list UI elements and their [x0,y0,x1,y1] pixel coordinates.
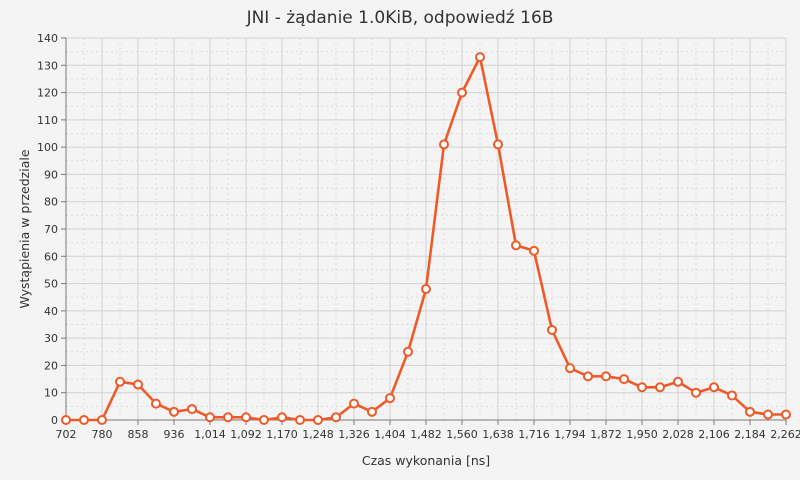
x-tick-label: 1,872 [590,428,622,441]
y-tick-label: 100 [37,141,58,154]
data-point [655,382,665,393]
data-point [313,415,323,425]
x-tick-label: 1,170 [266,428,298,441]
data-point [475,52,485,63]
data-point [529,245,539,256]
x-tick-label: 1,716 [518,428,550,441]
x-tick-label: 2,028 [662,428,694,441]
x-tick-label: 1,950 [626,428,658,441]
data-point [511,240,521,251]
y-tick-label: 60 [44,250,58,263]
x-tick-label: 1,404 [374,428,406,441]
x-tick-label: 702 [56,428,77,441]
data-point [385,393,395,404]
data-point [565,363,575,374]
y-tick-label: 20 [44,359,58,372]
data-point [223,412,233,423]
data-point [259,415,269,425]
data-point [601,371,611,382]
data-point [187,404,197,415]
y-tick-label: 30 [44,332,58,345]
x-tick-label: 1,092 [230,428,262,441]
data-point [169,406,179,417]
y-tick-label: 130 [37,59,58,72]
data-point [547,324,557,335]
x-tick-label: 780 [92,428,113,441]
grid [65,37,787,421]
data-point [583,371,593,382]
y-axis-title: Wystąpienia w przedziale [17,149,32,308]
y-tick-label: 90 [44,168,58,181]
data-point [691,387,701,398]
data-point [637,382,647,393]
x-tick-label: 1,248 [302,428,334,441]
y-tick-label: 110 [37,114,58,127]
axes: 702 780 858 936 1,014 1,092 1,170 1,248 1,326 1,4… [37,32,800,441]
data-point [367,406,377,417]
data-point [241,412,251,423]
y-tick-label: 50 [44,278,58,291]
x-axis-title: Czas wykonania [ns] [362,453,490,468]
data-point [403,346,413,357]
x-tick-label: 1,560 [446,428,478,441]
data-point [457,87,467,98]
x-tick-label: 1,794 [554,428,586,441]
x-tick-label: 1,482 [410,428,442,441]
data-point [439,139,449,150]
y-tick-label: 10 [44,387,58,400]
y-tick-label: 120 [37,87,58,100]
data-point [133,379,143,390]
data-point [151,398,161,409]
x-tick-label: 2,262 [770,428,800,441]
data-point [619,374,629,385]
x-tick-label: 1,014 [194,428,226,441]
y-tick-label: 70 [44,223,58,236]
data-point [205,412,215,423]
data-point [745,406,755,417]
chart-title: JNI - żądanie 1.0KiB, odpowiedź 16B [246,8,554,28]
y-tick-label: 80 [44,196,58,209]
data-point [277,412,287,423]
data-point [115,376,125,387]
x-tick-label: 1,326 [338,428,370,441]
data-point [97,415,107,425]
data-point [295,415,305,425]
data-point [349,398,359,409]
data-point [763,409,773,420]
x-tick-label: 2,106 [698,428,730,441]
x-tick-label: 858 [128,428,149,441]
data-point [61,415,71,425]
data-point [727,390,737,401]
y-tick-label: 40 [44,305,58,318]
data-point [493,139,503,150]
x-tick-label: 936 [164,428,185,441]
data-point [781,409,791,420]
x-tick-label: 1,638 [482,428,514,441]
series-points-layer [61,52,791,425]
y-tick-label: 0 [51,414,58,427]
data-point [331,412,341,423]
y-tick-label: 140 [37,32,58,45]
data-point [421,284,431,295]
data-point [79,415,89,425]
data-point [709,382,719,393]
x-tick-label: 2,184 [734,428,766,441]
data-point [673,376,683,387]
